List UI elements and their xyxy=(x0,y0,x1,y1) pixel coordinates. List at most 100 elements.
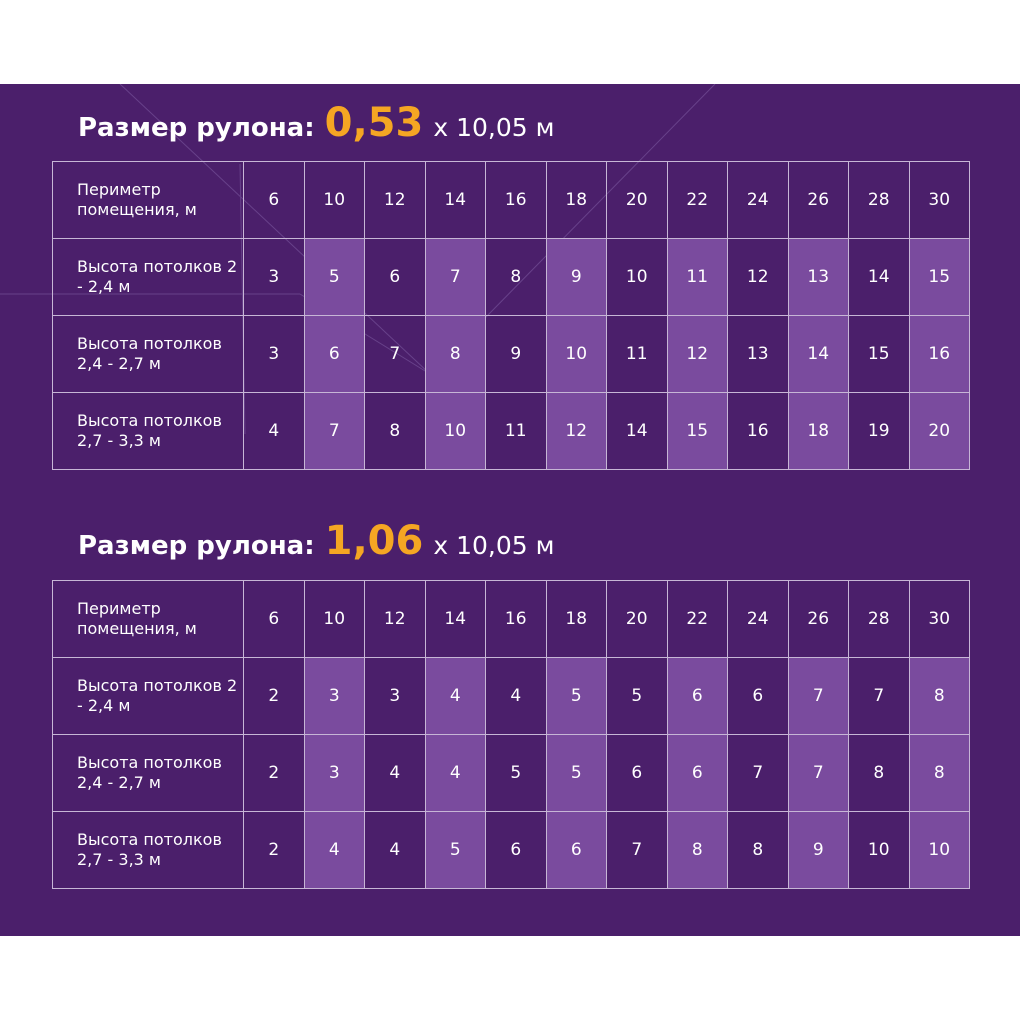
rolls-count-cell: 2 xyxy=(243,811,305,889)
rolls-count-cell: 5 xyxy=(545,657,607,735)
roll-table-2: Периметр помещения, м 6 10 12 14 16 18 2… xyxy=(52,580,970,889)
rolls-count-cell: 15 xyxy=(908,238,970,316)
rolls-count-cell: 6 xyxy=(666,734,728,812)
rolls-count-cell: 7 xyxy=(787,734,849,812)
rolls-count-cell: 7 xyxy=(303,392,365,470)
perimeter-cell: 18 xyxy=(545,161,607,239)
rolls-count-cell: 14 xyxy=(606,392,668,470)
perimeter-cell: 10 xyxy=(303,580,365,658)
table-row: Высота потолков 2 - 2,4 м 2 3 3 4 4 5 5 … xyxy=(52,657,970,735)
rolls-count-cell: 8 xyxy=(485,238,547,316)
rolls-count-cell: 3 xyxy=(243,238,305,316)
rolls-count-cell: 13 xyxy=(727,315,789,393)
rolls-count-cell: 10 xyxy=(848,811,910,889)
perimeter-cell: 10 xyxy=(303,161,365,239)
table-row: Высота потолков 2,7 - 3,3 м 2 4 4 5 6 6 … xyxy=(52,811,970,889)
rolls-count-cell: 12 xyxy=(545,392,607,470)
rolls-count-cell: 12 xyxy=(666,315,728,393)
perimeter-header: Периметр помещения, м xyxy=(52,580,244,658)
rolls-count-cell: 19 xyxy=(848,392,910,470)
rolls-count-cell: 8 xyxy=(848,734,910,812)
rolls-count-cell: 5 xyxy=(485,734,547,812)
perimeter-cell: 16 xyxy=(485,580,547,658)
rolls-count-cell: 15 xyxy=(666,392,728,470)
perimeter-cell: 22 xyxy=(666,580,728,658)
perimeter-cell: 28 xyxy=(848,161,910,239)
perimeter-cell: 20 xyxy=(606,580,668,658)
rolls-count-cell: 3 xyxy=(303,734,365,812)
roll-table-1: Периметр помещения, м 6 10 12 14 16 18 2… xyxy=(52,161,970,470)
rolls-count-cell: 5 xyxy=(303,238,365,316)
rolls-count-cell: 4 xyxy=(424,734,486,812)
roll-size-title-1: Размер рулона: 0,53 x 10,05 м xyxy=(78,100,554,146)
perimeter-cell: 30 xyxy=(908,161,970,239)
rolls-count-cell: 16 xyxy=(908,315,970,393)
rolls-count-cell: 14 xyxy=(848,238,910,316)
roll-size-label: Размер рулона: xyxy=(78,531,315,561)
rolls-count-cell: 3 xyxy=(364,657,426,735)
rolls-count-cell: 4 xyxy=(424,657,486,735)
rolls-count-cell: 5 xyxy=(606,657,668,735)
table-row: Высота потолков 2 - 2,4 м 3 5 6 7 8 9 10… xyxy=(52,238,970,316)
background-panel: Размер рулона: 0,53 x 10,05 м Периметр п… xyxy=(0,84,1020,936)
rolls-count-cell: 8 xyxy=(727,811,789,889)
rolls-count-cell: 4 xyxy=(364,734,426,812)
rolls-count-cell: 4 xyxy=(303,811,365,889)
rolls-count-cell: 12 xyxy=(727,238,789,316)
perimeter-cell: 12 xyxy=(364,580,426,658)
rolls-count-cell: 7 xyxy=(848,657,910,735)
table-row: Высота потолков 2,7 - 3,3 м 4 7 8 10 11 … xyxy=(52,392,970,470)
rolls-count-cell: 15 xyxy=(848,315,910,393)
ceiling-height-label: Высота потолков 2,7 - 3,3 м xyxy=(52,811,244,889)
perimeter-cell: 24 xyxy=(727,161,789,239)
rolls-count-cell: 11 xyxy=(606,315,668,393)
rolls-count-cell: 2 xyxy=(243,657,305,735)
rolls-count-cell: 10 xyxy=(606,238,668,316)
perimeter-cell: 16 xyxy=(485,161,547,239)
roll-width-value: 1,06 xyxy=(324,518,424,564)
rolls-count-cell: 7 xyxy=(364,315,426,393)
rolls-count-cell: 8 xyxy=(364,392,426,470)
rolls-count-cell: 4 xyxy=(364,811,426,889)
rolls-count-cell: 9 xyxy=(485,315,547,393)
rolls-count-cell: 4 xyxy=(485,657,547,735)
rolls-count-cell: 8 xyxy=(908,734,970,812)
perimeter-cell: 26 xyxy=(787,161,849,239)
rolls-count-cell: 3 xyxy=(243,315,305,393)
perimeter-cell: 6 xyxy=(243,580,305,658)
perimeter-cell: 12 xyxy=(364,161,426,239)
perimeter-cell: 14 xyxy=(424,580,486,658)
perimeter-cell: 14 xyxy=(424,161,486,239)
rolls-count-cell: 4 xyxy=(243,392,305,470)
rolls-count-cell: 6 xyxy=(485,811,547,889)
roll-width-value: 0,53 xyxy=(324,100,424,146)
rolls-count-cell: 5 xyxy=(424,811,486,889)
rolls-count-cell: 6 xyxy=(303,315,365,393)
table-header-row: Периметр помещения, м 6 10 12 14 16 18 2… xyxy=(52,580,970,658)
perimeter-header: Периметр помещения, м xyxy=(52,161,244,239)
perimeter-cell: 6 xyxy=(243,161,305,239)
rolls-count-cell: 7 xyxy=(424,238,486,316)
rolls-count-cell: 5 xyxy=(545,734,607,812)
perimeter-cell: 24 xyxy=(727,580,789,658)
perimeter-cell: 18 xyxy=(545,580,607,658)
perimeter-cell: 22 xyxy=(666,161,728,239)
rolls-count-cell: 18 xyxy=(787,392,849,470)
rolls-count-cell: 6 xyxy=(545,811,607,889)
rolls-count-cell: 6 xyxy=(727,657,789,735)
rolls-count-cell: 7 xyxy=(606,811,668,889)
ceiling-height-label: Высота потолков 2,7 - 3,3 м xyxy=(52,392,244,470)
rolls-count-cell: 9 xyxy=(545,238,607,316)
perimeter-cell: 30 xyxy=(908,580,970,658)
perimeter-cell: 28 xyxy=(848,580,910,658)
roll-length-value: x 10,05 м xyxy=(433,113,555,142)
rolls-count-cell: 6 xyxy=(666,657,728,735)
rolls-count-cell: 14 xyxy=(787,315,849,393)
perimeter-cell: 20 xyxy=(606,161,668,239)
rolls-count-cell: 3 xyxy=(303,657,365,735)
ceiling-height-label: Высота потолков 2 - 2,4 м xyxy=(52,238,244,316)
ceiling-height-label: Высота потолков 2,4 - 2,7 м xyxy=(52,734,244,812)
rolls-count-cell: 9 xyxy=(787,811,849,889)
table-header-row: Периметр помещения, м 6 10 12 14 16 18 2… xyxy=(52,161,970,239)
rolls-count-cell: 7 xyxy=(787,657,849,735)
